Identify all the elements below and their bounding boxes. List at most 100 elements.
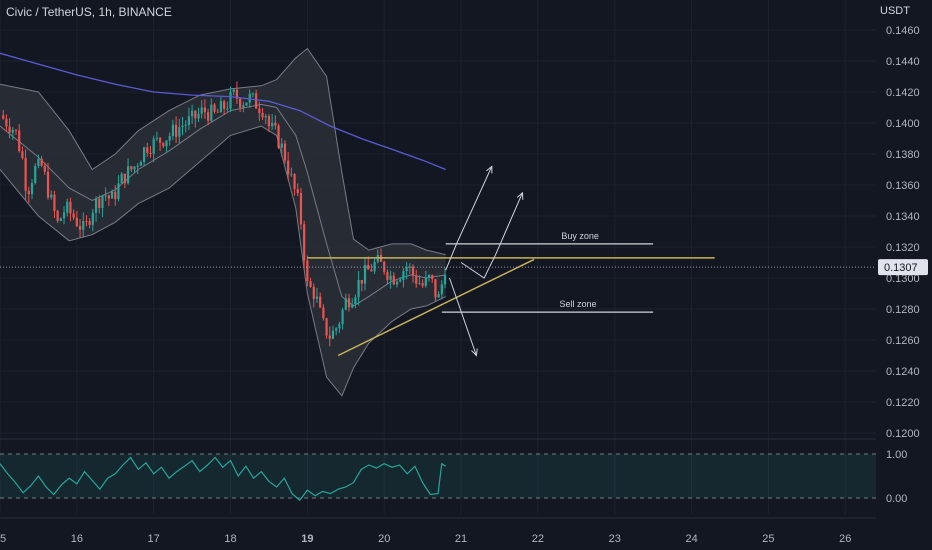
price-tick-label: 0.1360 (886, 180, 920, 192)
candle-up (168, 136, 171, 141)
candle-down (75, 217, 78, 227)
candle-up (110, 191, 114, 199)
candle-down (8, 126, 11, 133)
time-tick-label: 16 (71, 533, 83, 545)
pattern-drawings[interactable]: Buy zone Sell zone (307, 165, 715, 357)
price-tick-label: 0.1380 (886, 149, 920, 161)
candle-down (411, 266, 415, 276)
candle-up (120, 173, 123, 184)
candle-up (389, 275, 392, 280)
candle-up (191, 110, 194, 117)
candle-down (421, 283, 424, 286)
candle-down (46, 171, 50, 198)
time-tick-label: 22 (532, 533, 544, 545)
candle-down (258, 108, 261, 113)
candle-down (5, 118, 8, 127)
candle-up (59, 218, 62, 221)
candle-down (107, 195, 110, 199)
bollinger-lower (0, 125, 446, 397)
price-tick-label: 0.1240 (886, 366, 920, 378)
candle-up (408, 266, 411, 268)
projection-arrow (445, 166, 493, 271)
candle-down (21, 151, 24, 159)
candle-up (101, 195, 104, 208)
price-tick-label: 0.1260 (886, 335, 920, 347)
candle-up (418, 283, 421, 285)
candle-up (363, 264, 367, 284)
candle-down (18, 130, 21, 152)
candle-down (306, 260, 309, 282)
candle-down (146, 147, 149, 154)
price-axis[interactable]: 0.1460 0.1440 0.1420 0.1400 0.1380 0.1360 0.13… (886, 25, 920, 505)
candle-down (114, 191, 117, 200)
bollinger-bands (0, 47, 446, 397)
candle-up (335, 328, 338, 331)
candle-up (437, 294, 440, 298)
candle-down (434, 279, 437, 298)
candle-down (85, 221, 88, 223)
candle-down (130, 166, 133, 170)
price-tick-label: 0.1440 (886, 56, 920, 68)
arrow-head (486, 165, 493, 174)
candle-up (338, 324, 341, 329)
candle-down (78, 226, 82, 230)
candle-up (271, 122, 274, 127)
candle-up (104, 195, 107, 197)
last-price-marker: 0.1307 (0, 259, 928, 276)
candle-down (296, 189, 299, 194)
candle-down (367, 264, 370, 270)
candle-up (290, 174, 293, 176)
candle-up (251, 93, 255, 95)
price-tick-label: 0.1460 (886, 25, 920, 37)
candle-up (395, 281, 399, 285)
time-tick-label: 15 (0, 533, 6, 545)
candle-up (424, 277, 427, 286)
candle-up (50, 194, 53, 198)
candle-up (245, 102, 248, 106)
candle-up (402, 271, 405, 280)
candle-down (213, 104, 216, 112)
candle-down (216, 111, 219, 113)
candle-up (331, 330, 335, 339)
candle-down (40, 158, 43, 166)
time-tick-label: 18 (224, 533, 236, 545)
last-price-label: 0.1307 (884, 262, 918, 274)
candle-up (37, 158, 40, 167)
candle-down (194, 110, 197, 119)
candle-down (2, 115, 5, 119)
candle-down (287, 160, 290, 175)
candle-down (27, 190, 30, 194)
candle-down (53, 194, 56, 211)
price-tick-label: 0.1300 (886, 273, 920, 285)
time-tick-label: 19 (301, 533, 313, 545)
candle-up (229, 92, 232, 109)
candle-down (328, 335, 331, 339)
candle-up (136, 165, 139, 167)
candle-down (309, 281, 312, 287)
time-tick-label: 23 (609, 533, 621, 545)
time-axis[interactable]: 15 16 17 18 19 20 21 22 23 24 25 26 (0, 533, 851, 545)
candle-down (158, 137, 162, 143)
candle-up (34, 166, 37, 184)
candle-up (126, 166, 130, 184)
candle-down (392, 275, 395, 285)
moving-average-line (0, 52, 446, 171)
oscillator-tick-label: 0.00 (886, 493, 907, 505)
candle-down (303, 224, 306, 261)
candle-up (315, 296, 319, 299)
price-tick-label: 0.1420 (886, 87, 920, 99)
buy-zone-label: Buy zone (561, 231, 599, 241)
candle-up (427, 275, 431, 278)
candle-up (165, 140, 168, 147)
candle-up (30, 183, 34, 194)
candle-down (14, 129, 18, 131)
time-tick-label: 20 (378, 533, 390, 545)
candle-up (200, 107, 203, 114)
candle-up (178, 127, 181, 137)
candle-down (431, 275, 434, 280)
price-tick-label: 0.1280 (886, 304, 920, 316)
candle-up (187, 116, 191, 125)
candle-up (248, 93, 251, 103)
time-tick-label: 17 (148, 533, 160, 545)
